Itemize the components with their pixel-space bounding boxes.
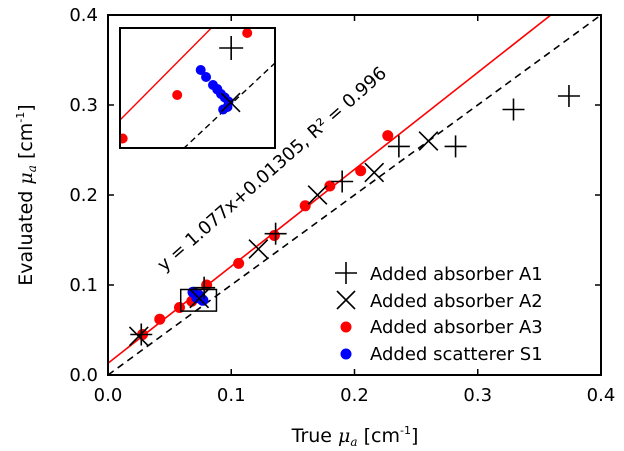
a3-point (382, 130, 394, 142)
s1-point (197, 294, 209, 306)
zoom-box (179, 288, 218, 312)
a1-point (502, 98, 525, 121)
y-tick-label: 0.2 (69, 185, 98, 206)
legend-marker-a3 (340, 321, 352, 333)
legend-label-a3: Added absorber A3 (370, 317, 543, 338)
inset-s1-point (201, 72, 212, 82)
a3-point (173, 302, 185, 313)
a3-point (299, 200, 311, 212)
x-tick-label: 0.1 (217, 385, 246, 406)
x-tick-label: 0.0 (94, 385, 123, 406)
y-tick-label: 0.1 (69, 275, 98, 296)
legend-marker-a1 (335, 262, 357, 284)
inset-a3-point (242, 28, 253, 38)
legend-marker-a2 (336, 290, 356, 310)
a3-point (154, 313, 166, 325)
inset-background (120, 28, 275, 148)
inset-s1-point (195, 65, 206, 75)
identity-line (108, 15, 601, 375)
inset-a1-point (219, 36, 244, 60)
a2-point (418, 131, 439, 151)
a3-point (233, 257, 245, 269)
a3-point (324, 180, 336, 192)
inset-frame (119, 27, 276, 149)
x-tick-label: 0.3 (463, 385, 492, 406)
inset-fit-line (120, 28, 213, 122)
ticks-layer: 0.0 0.1 0.2 0.3 0.4 0.0 0.1 0.2 0.3 0.4 (69, 5, 615, 406)
a1-point (193, 276, 216, 299)
inset-a3-point (120, 133, 128, 144)
x-axis-label: True μa [cm-1] (291, 424, 419, 449)
marks-layer (128, 85, 580, 347)
a1-point (557, 85, 580, 107)
a1-point (264, 222, 287, 245)
y-tick-label: 0.3 (69, 95, 98, 116)
a2-point (189, 288, 210, 309)
inset-layer (120, 28, 275, 148)
y-axis-label: Evaluated μa [cm-1] (14, 104, 39, 285)
legend: Added absorber A1 Added absorber A2 Adde… (335, 262, 543, 365)
y-tick-label: 0.4 (69, 5, 98, 26)
a2-point (128, 326, 149, 347)
a1-point (331, 170, 354, 193)
legend-marker-s1 (340, 348, 352, 360)
a3-point (355, 165, 367, 177)
a2-point (248, 239, 269, 259)
a2-point (364, 162, 385, 183)
legend-label-s1: Added scatterer S1 (370, 344, 543, 365)
x-tick-label: 0.4 (587, 385, 616, 406)
legend-label-a1: Added absorber A1 (370, 264, 543, 285)
legend-label-a2: Added absorber A2 (370, 291, 543, 312)
inset-a2-point (220, 92, 241, 113)
a1-point (387, 135, 410, 158)
a2-point (307, 185, 328, 205)
inset-a3-point (172, 90, 183, 100)
a1-point (444, 135, 467, 158)
inset-s1-point (212, 84, 223, 95)
y-tick-label: 0.0 (69, 365, 98, 386)
a3-point (268, 230, 280, 241)
x-tick-label: 0.2 (340, 385, 369, 406)
